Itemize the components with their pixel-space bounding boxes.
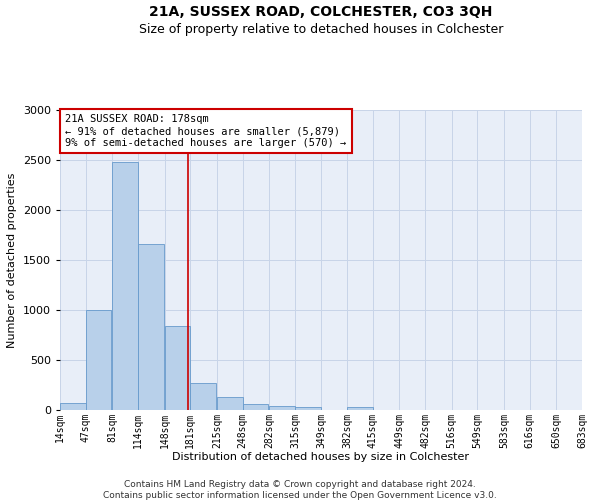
Text: Size of property relative to detached houses in Colchester: Size of property relative to detached ho… [139, 22, 503, 36]
Text: Contains public sector information licensed under the Open Government Licence v3: Contains public sector information licen… [103, 491, 497, 500]
Bar [242, 404, 268, 410]
Text: 21A, SUSSEX ROAD, COLCHESTER, CO3 3QH: 21A, SUSSEX ROAD, COLCHESTER, CO3 3QH [149, 5, 493, 19]
Bar [347, 406, 373, 410]
Bar [86, 310, 112, 410]
Text: 21A SUSSEX ROAD: 178sqm
← 91% of detached houses are smaller (5,879)
9% of semi-: 21A SUSSEX ROAD: 178sqm ← 91% of detache… [65, 114, 346, 148]
Text: Distribution of detached houses by size in Colchester: Distribution of detached houses by size … [173, 452, 470, 462]
Bar [164, 326, 190, 410]
Bar [217, 397, 242, 410]
Text: Contains HM Land Registry data © Crown copyright and database right 2024.: Contains HM Land Registry data © Crown c… [124, 480, 476, 489]
Y-axis label: Number of detached properties: Number of detached properties [7, 172, 17, 348]
Bar [112, 162, 138, 410]
Bar [190, 383, 216, 410]
Bar [60, 402, 86, 410]
Bar [295, 407, 320, 410]
Bar [269, 406, 295, 410]
Bar [138, 244, 164, 410]
